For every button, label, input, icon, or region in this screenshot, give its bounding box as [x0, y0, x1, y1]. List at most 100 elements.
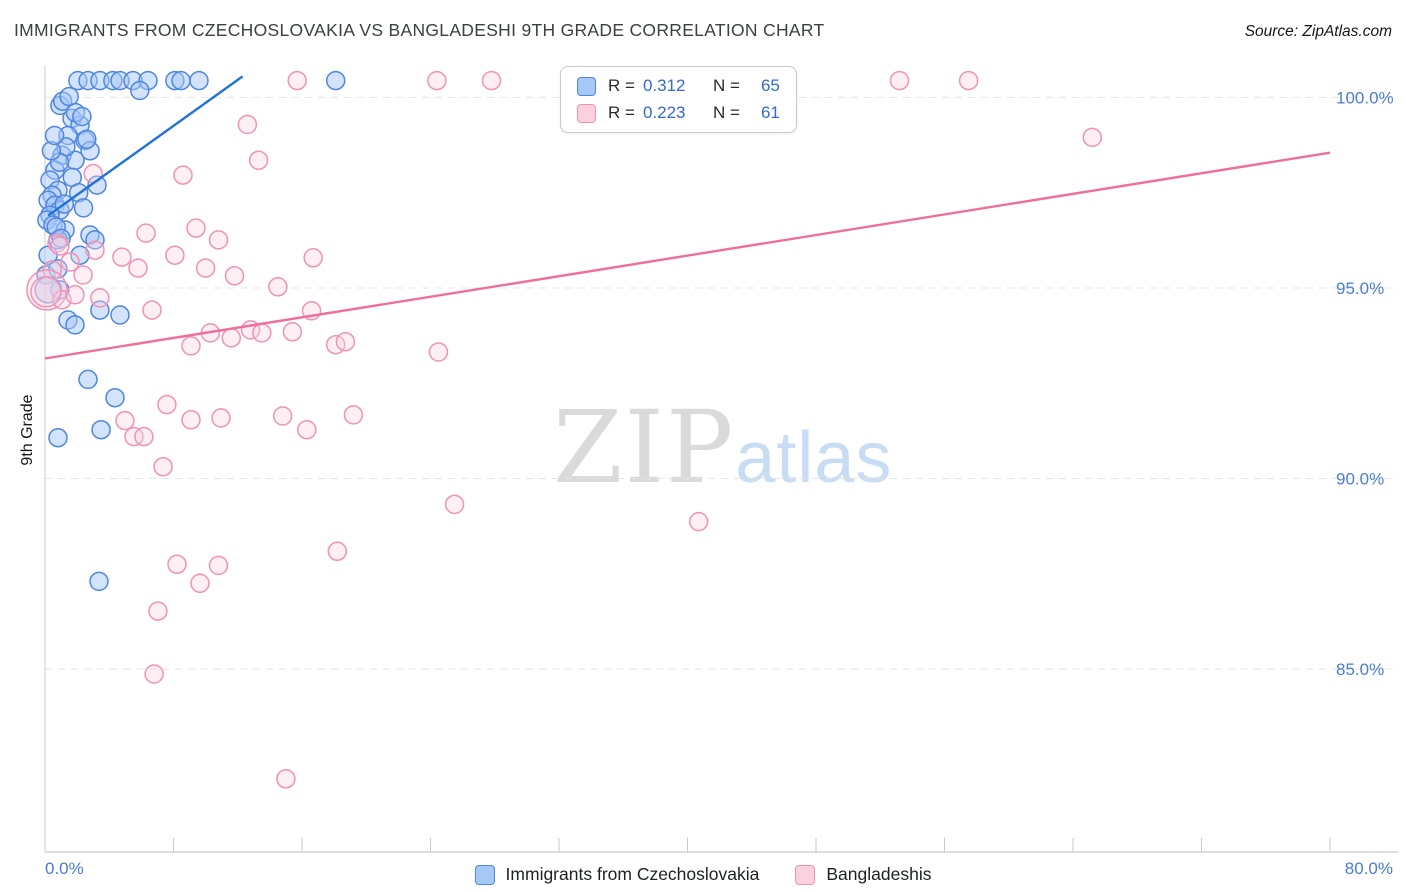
n-label: N = [712, 76, 740, 95]
y-tick-label: 100.0% [1336, 88, 1394, 107]
data-point-series-1 [427, 70, 447, 91]
legend-label-czechoslovakia: Immigrants from Czechoslovakia [505, 864, 760, 884]
data-point-series-0 [72, 106, 92, 127]
data-point-series-1 [428, 342, 449, 362]
data-point-series-0 [171, 70, 191, 91]
data-point-series-1 [90, 288, 110, 308]
data-point-series-1 [165, 245, 185, 265]
bangladeshis-swatch [577, 103, 596, 123]
data-point-series-1 [272, 406, 293, 426]
data-point-series-0 [85, 230, 105, 250]
data-point-series-1 [142, 300, 162, 320]
data-point-series-1 [181, 336, 201, 356]
czechoslovakia-swatch [577, 76, 596, 96]
data-point-series-0 [48, 427, 68, 448]
data-point-series-1 [208, 230, 229, 250]
r-value-bangladeshis: 0.223 [642, 103, 686, 122]
r-value-czechoslovakia: 0.312 [642, 76, 686, 95]
data-point-series-1 [224, 266, 245, 286]
data-point-series-1 [157, 394, 177, 415]
data-point-series-1 [688, 511, 709, 532]
trend-line-series-0 [47, 75, 244, 217]
data-point-series-0 [105, 387, 125, 408]
data-point-series-1 [481, 70, 502, 91]
data-point-series-0 [77, 129, 97, 150]
y-tick-label: 85.0% [1336, 660, 1384, 679]
data-point-series-1 [136, 223, 156, 243]
y-tick-label: 90.0% [1336, 470, 1384, 489]
data-point-series-1 [335, 331, 356, 352]
data-point-series-0 [70, 245, 90, 265]
data-point-series-1 [73, 265, 93, 285]
trend-line-series-1 [44, 151, 1331, 360]
data-point-series-0 [73, 198, 94, 218]
data-point-series-0 [78, 369, 98, 390]
y-axis-label: 9th Grade [19, 394, 36, 466]
data-point-series-1 [221, 328, 242, 348]
data-point-series-1 [237, 114, 258, 135]
data-point-series-1 [268, 277, 288, 297]
data-point-series-1 [112, 247, 132, 267]
legend-row-bangladeshis: R = 0.223 N = 61 [577, 103, 780, 123]
czechoslovakia-swatch [474, 864, 495, 885]
data-point-series-1 [303, 248, 323, 268]
x-tick-label-max: 80.0% [1345, 859, 1393, 878]
data-point-series-1 [144, 664, 164, 684]
data-point-series-1 [47, 233, 67, 253]
data-point-series-1 [190, 573, 210, 594]
data-point-series-1 [958, 70, 979, 91]
chart-title: IMMIGRANTS FROM CZECHOSLOVAKIA VS BANGLA… [14, 20, 825, 40]
data-point-series-0 [87, 175, 107, 195]
legend-item-czechoslovakia: Immigrants from Czechoslovakia [474, 864, 760, 885]
data-point-series-1 [287, 70, 307, 91]
data-point-series-1 [248, 150, 269, 171]
data-point-series-1 [276, 769, 296, 789]
data-point-series-1 [167, 554, 187, 575]
data-point-series-1 [153, 456, 173, 477]
legend-row-czechoslovakia: R = 0.312 N = 65 [577, 76, 780, 96]
n-label: N = [712, 103, 740, 122]
r-label: R = [608, 103, 635, 122]
data-point-series-1 [128, 258, 148, 278]
data-point-series-1 [252, 323, 272, 343]
data-point-series-0 [91, 419, 111, 440]
legend-box: R = 0.312 N = 65 R = 0.223 N = 61 [560, 66, 797, 133]
y-tick-label: 95.0% [1336, 279, 1384, 298]
data-point-series-1 [282, 322, 303, 342]
n-value-czechoslovakia: 65 [760, 76, 780, 95]
watermark-zip: ZIP [553, 389, 736, 506]
data-point-series-1 [343, 405, 364, 425]
data-point-series-0 [44, 125, 65, 146]
data-point-series-1 [30, 276, 62, 308]
header: IMMIGRANTS FROM CZECHOSLOVAKIA VS BANGLA… [14, 20, 1392, 41]
data-point-series-0 [130, 80, 150, 101]
data-point-series-0 [65, 315, 85, 335]
data-point-series-1 [148, 601, 168, 621]
legend-label-bangladeshis: Bangladeshis [826, 864, 932, 884]
data-point-series-0 [48, 259, 68, 279]
data-point-series-1 [65, 285, 85, 305]
data-point-series-1 [134, 426, 154, 447]
data-point-series-0 [89, 571, 109, 592]
data-point-series-1 [186, 218, 206, 238]
data-point-series-1 [297, 419, 317, 440]
watermark: ZIP atlas [553, 398, 892, 498]
r-label: R = [608, 76, 635, 95]
source-label: Source: ZipAtlas.com [1244, 23, 1392, 40]
x-tick-label-min: 0.0% [45, 859, 84, 878]
data-point-series-1 [173, 165, 193, 185]
n-value-bangladeshis: 61 [760, 103, 780, 122]
data-point-series-1 [124, 426, 144, 447]
data-point-series-1 [327, 541, 348, 562]
data-point-series-1 [60, 252, 80, 272]
data-point-series-1 [85, 240, 105, 260]
data-point-series-1 [889, 70, 910, 91]
legend-item-bangladeshis: Bangladeshis [795, 864, 931, 885]
bangladeshis-swatch [795, 864, 816, 885]
data-point-series-0 [189, 70, 209, 91]
data-point-series-1 [181, 410, 201, 430]
data-point-series-1 [208, 555, 229, 576]
bottom-legend: Immigrants from Czechoslovakia Banglades… [0, 864, 1406, 885]
